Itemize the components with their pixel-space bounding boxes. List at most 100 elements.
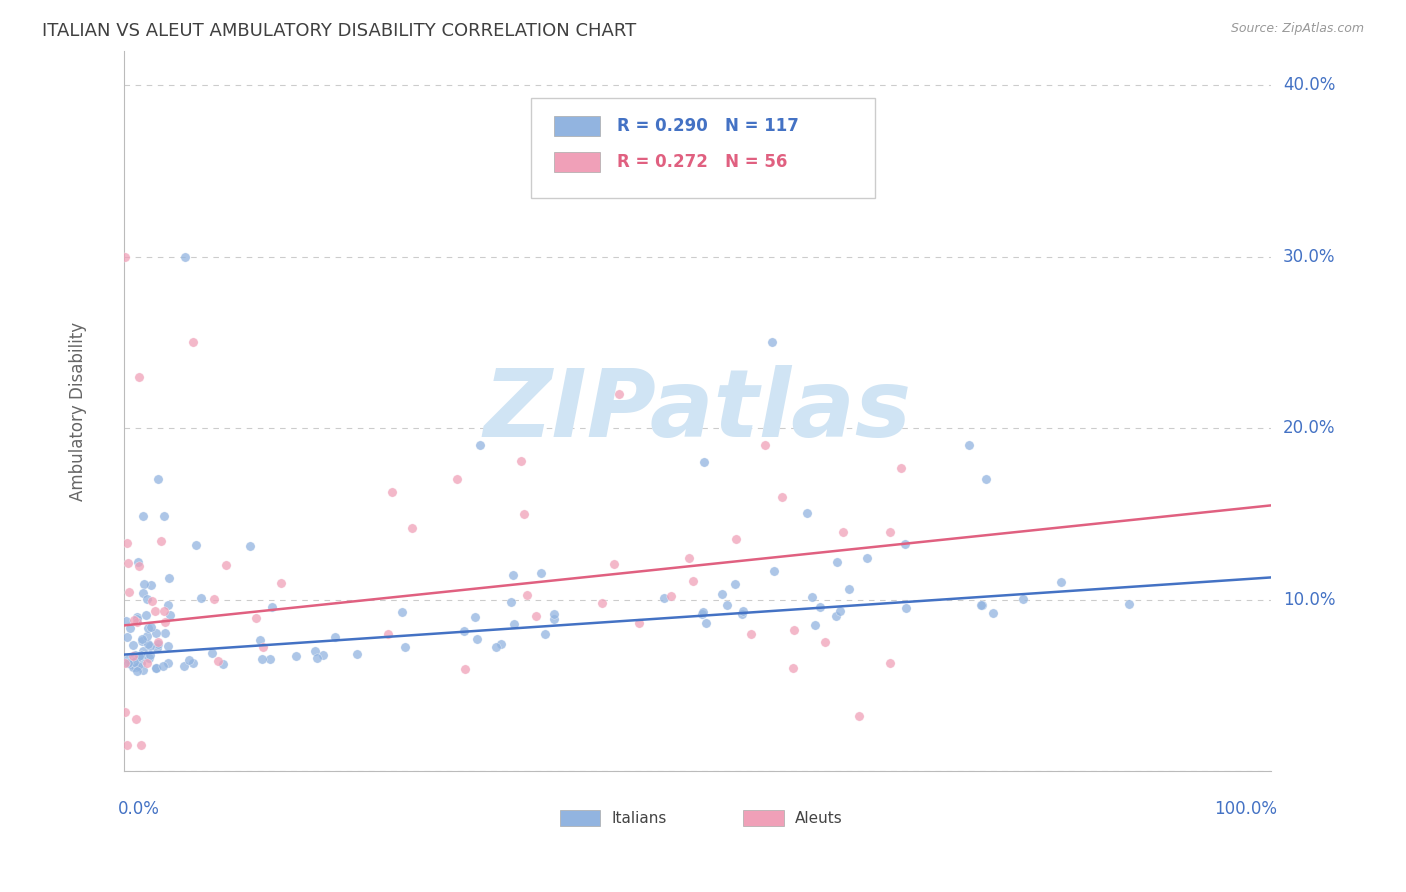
- Point: [879, 525, 901, 540]
- Point: [510, 454, 533, 468]
- Point: [181, 656, 204, 670]
- Point: [127, 612, 149, 626]
- Text: 40.0%: 40.0%: [1282, 76, 1336, 94]
- Point: [143, 604, 166, 618]
- Point: [139, 639, 162, 653]
- Text: Ambulatory Disability: Ambulatory Disability: [69, 321, 87, 500]
- Point: [138, 620, 160, 634]
- Point: [543, 612, 565, 626]
- Point: [131, 632, 153, 647]
- Point: [695, 616, 717, 631]
- Point: [259, 651, 281, 665]
- Point: [731, 604, 754, 618]
- Point: [152, 509, 174, 524]
- Point: [304, 644, 326, 658]
- Point: [129, 648, 152, 663]
- Point: [139, 648, 162, 662]
- Point: [173, 659, 195, 673]
- Point: [135, 608, 157, 623]
- Point: [117, 651, 139, 665]
- Point: [848, 709, 870, 723]
- Point: [115, 615, 138, 629]
- Point: [503, 617, 526, 632]
- Point: [312, 648, 335, 662]
- Text: Source: ZipAtlas.com: Source: ZipAtlas.com: [1230, 22, 1364, 36]
- Point: [710, 587, 733, 601]
- Point: [139, 577, 162, 591]
- Point: [716, 598, 738, 612]
- Point: [533, 627, 555, 641]
- Point: [157, 571, 180, 585]
- Point: [125, 664, 148, 678]
- Text: 20.0%: 20.0%: [1282, 419, 1336, 437]
- Point: [627, 615, 650, 630]
- Point: [120, 621, 142, 635]
- Point: [127, 555, 149, 569]
- Point: [530, 566, 553, 581]
- Point: [659, 589, 682, 603]
- Point: [394, 640, 416, 655]
- Point: [129, 657, 152, 671]
- Point: [730, 607, 752, 621]
- Point: [377, 627, 399, 641]
- Point: [146, 472, 169, 486]
- Point: [121, 638, 143, 652]
- Point: [465, 632, 488, 646]
- Point: [124, 613, 146, 627]
- Point: [127, 659, 149, 673]
- Point: [468, 438, 491, 452]
- Point: [145, 661, 167, 675]
- Point: [146, 640, 169, 655]
- Point: [128, 369, 150, 384]
- Point: [723, 577, 745, 591]
- Point: [502, 567, 524, 582]
- Point: [207, 654, 229, 668]
- Point: [284, 649, 307, 664]
- Point: [260, 599, 283, 614]
- Point: [970, 598, 993, 612]
- Point: [125, 660, 148, 674]
- Point: [138, 651, 160, 665]
- Text: R = 0.272   N = 56: R = 0.272 N = 56: [617, 153, 787, 171]
- Point: [141, 620, 163, 634]
- Point: [115, 535, 138, 549]
- Point: [202, 592, 225, 607]
- Point: [401, 521, 423, 535]
- Point: [1050, 574, 1073, 589]
- Point: [957, 438, 980, 452]
- Bar: [554, 116, 600, 136]
- Point: [136, 636, 159, 650]
- Point: [513, 507, 536, 521]
- Text: 10.0%: 10.0%: [1282, 591, 1336, 608]
- Point: [181, 335, 204, 350]
- Point: [763, 565, 786, 579]
- Point: [323, 631, 346, 645]
- Point: [135, 591, 157, 606]
- Point: [832, 525, 855, 540]
- Point: [804, 618, 827, 632]
- Point: [249, 632, 271, 647]
- Point: [125, 615, 148, 629]
- Point: [894, 537, 917, 551]
- Point: [754, 438, 776, 452]
- Point: [485, 640, 508, 654]
- Point: [591, 596, 613, 610]
- Point: [141, 594, 163, 608]
- Bar: [554, 153, 600, 172]
- Point: [453, 661, 475, 675]
- Point: [132, 577, 155, 591]
- Point: [489, 637, 512, 651]
- Point: [245, 611, 267, 625]
- Point: [124, 648, 146, 662]
- Point: [117, 656, 139, 670]
- Point: [724, 532, 747, 546]
- Point: [890, 460, 912, 475]
- Point: [770, 490, 793, 504]
- Point: [145, 661, 167, 675]
- Point: [125, 712, 148, 726]
- Point: [132, 663, 155, 677]
- Text: Italians: Italians: [612, 811, 666, 826]
- Point: [149, 534, 172, 549]
- Point: [740, 627, 762, 641]
- Point: [783, 623, 806, 637]
